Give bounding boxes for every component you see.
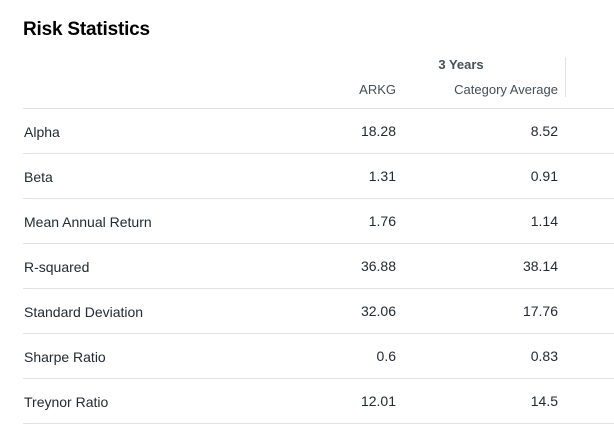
- category-average-value: 38.14: [522, 258, 558, 274]
- ticker-value: 18.28: [360, 123, 396, 139]
- table-row: Alpha 18.28 8.52: [23, 109, 614, 154]
- row-label: R-squared: [24, 259, 90, 275]
- column-header-ticker: ARKG: [359, 82, 396, 97]
- ticker-value: 12.01: [360, 393, 396, 409]
- category-average-value: 0.91: [530, 168, 558, 184]
- ticker-value: 36.88: [360, 258, 396, 274]
- category-average-value: 8.52: [530, 123, 558, 139]
- ticker-value: 32.06: [360, 303, 396, 319]
- ticker-value: 1.31: [368, 168, 396, 184]
- category-average-value: 1.14: [530, 213, 558, 229]
- page-title: Risk Statistics: [23, 19, 150, 40]
- category-average-value: 14.5: [530, 393, 558, 409]
- row-label: Mean Annual Return: [24, 214, 152, 230]
- row-label: Sharpe Ratio: [24, 349, 106, 365]
- table-row: Beta 1.31 0.91: [23, 154, 614, 199]
- ticker-value: 1.76: [368, 213, 396, 229]
- period-header: 3 Years: [438, 57, 484, 72]
- column-header-category-average: Category Average: [454, 82, 558, 97]
- row-label: Treynor Ratio: [24, 394, 109, 410]
- table-row: Mean Annual Return 1.76 1.14: [23, 199, 614, 244]
- row-label: Alpha: [24, 124, 60, 140]
- table-row: Treynor Ratio 12.01 14.5: [23, 379, 614, 424]
- category-average-value: 0.83: [530, 348, 558, 364]
- category-average-value: 17.76: [522, 303, 558, 319]
- row-label: Beta: [24, 169, 53, 185]
- row-label: Standard Deviation: [24, 304, 144, 320]
- header-divider-vertical: [565, 57, 566, 97]
- risk-statistics-table: Alpha 18.28 8.52 Beta 1.31 0.91 Mean Ann…: [23, 109, 614, 424]
- header-divider: [23, 108, 614, 109]
- ticker-value: 0.6: [376, 348, 396, 364]
- table-row: Standard Deviation 32.06 17.76: [23, 289, 614, 334]
- table-row: Sharpe Ratio 0.6 0.83: [23, 334, 614, 379]
- table-row: R-squared 36.88 38.14: [23, 244, 614, 289]
